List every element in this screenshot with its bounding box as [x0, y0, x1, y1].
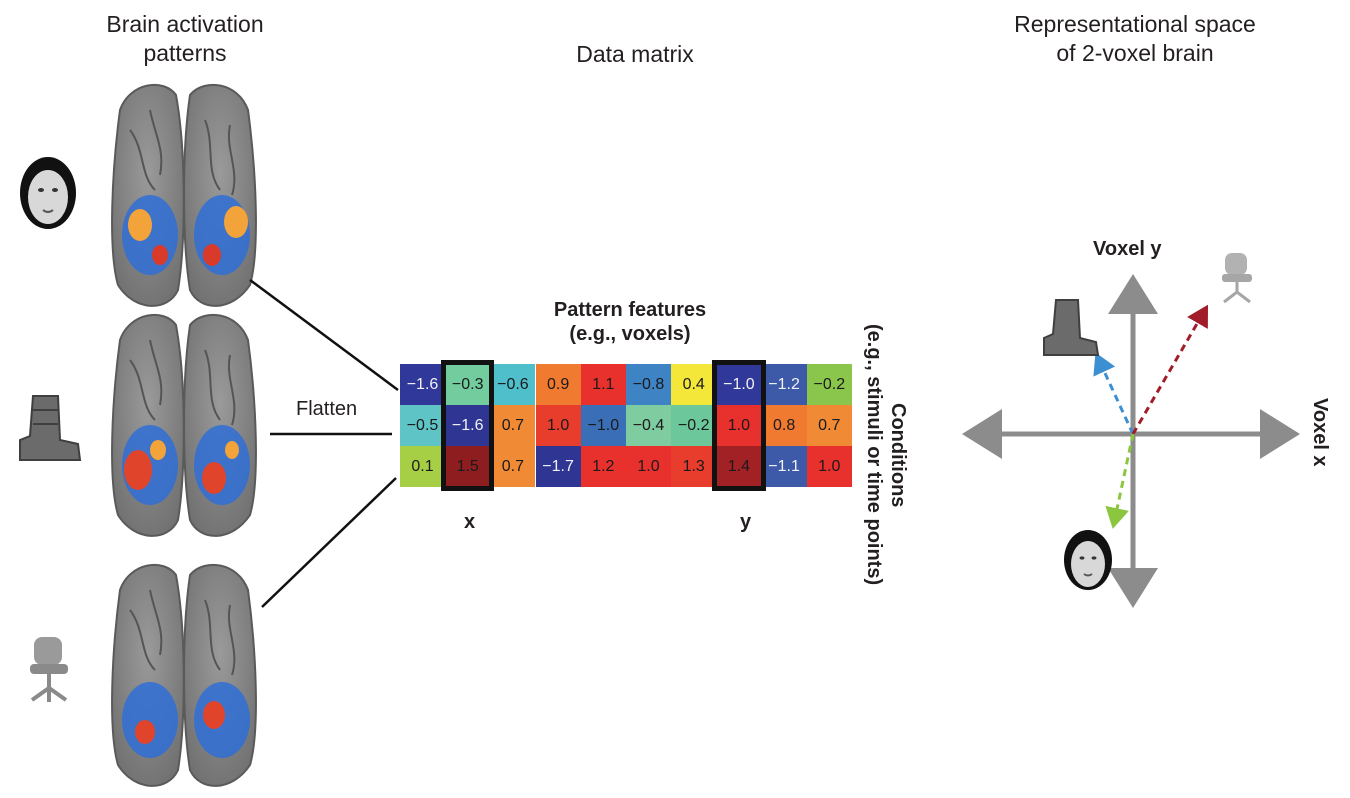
matrix-cell: 0.8 — [761, 405, 807, 446]
matrix-cell: −1.0 — [580, 405, 626, 446]
flatten-label: Flatten — [296, 398, 358, 420]
data-matrix-title: Data matrix — [576, 41, 694, 67]
brain-pattern-chair — [111, 563, 257, 787]
matrix-cell: 1.0 — [806, 446, 852, 487]
brain-activation-title: Brain activation patterns — [106, 11, 264, 66]
matrix-cell: 0.9 — [535, 364, 581, 405]
matrix-cell: 1.0 — [535, 405, 581, 446]
matrix-cell: 1.2 — [580, 446, 626, 487]
matrix-cell: 0.1 — [400, 446, 445, 487]
face-icon — [20, 157, 76, 229]
matrix-cell: −1.2 — [761, 364, 807, 405]
data-matrix: −1.6 −0.3 −0.6 0.9 1.1 −0.8 0.4 −1.0 −1.2 −0.2 −0.… — [400, 360, 852, 491]
matrix-cell: −1.6 — [445, 405, 491, 446]
brain-pattern-boot — [111, 313, 257, 537]
flatten-line-top — [249, 278, 399, 392]
matrix-cell: −1.7 — [535, 446, 581, 487]
voxel-y-label: Voxel y — [1093, 238, 1162, 260]
matrix-cell: −0.6 — [490, 364, 536, 405]
pattern-features-label: Pattern features (e.g., voxels) — [553, 299, 707, 345]
boot-icon — [19, 395, 82, 461]
matrix-cell: 1.0 — [716, 405, 762, 446]
representational-space-title: Representational space of 2-voxel brain — [1014, 11, 1256, 66]
chair-icon — [1222, 253, 1252, 304]
chair-vector — [1131, 304, 1209, 435]
conditions-label: Conditions (e.g., stimuli or time points… — [863, 324, 909, 586]
matrix-cell: −0.8 — [626, 364, 671, 405]
matrix-cell: −0.3 — [445, 364, 491, 405]
column-y-label: y — [740, 511, 752, 533]
matrix-cell: −1.1 — [761, 446, 807, 487]
matrix-cell: −0.4 — [626, 405, 671, 446]
matrix-cell: 0.7 — [490, 405, 536, 446]
boot-icon — [1043, 299, 1100, 356]
chair-icon — [30, 637, 68, 702]
column-highlight-box — [441, 360, 495, 491]
matrix-cell: 1.4 — [716, 446, 762, 487]
matrix-cell: −0.2 — [806, 364, 852, 405]
boot-vector — [1093, 352, 1135, 435]
matrix-cell: 1.3 — [671, 446, 717, 487]
brain-pattern-face — [111, 83, 257, 307]
column-x-label: x — [464, 511, 476, 533]
matrix-cell: −1.6 — [400, 364, 445, 405]
face-vector — [1105, 433, 1135, 529]
matrix-cell: 0.4 — [671, 364, 717, 405]
matrix-cell: 1.5 — [445, 446, 491, 487]
matrix-cell: 0.7 — [490, 446, 536, 487]
matrix-cell: −0.5 — [400, 405, 445, 446]
matrix-cell: 1.1 — [580, 364, 626, 405]
matrix-cell: −0.2 — [671, 405, 717, 446]
face-icon — [1064, 530, 1112, 590]
voxel-x-label: Voxel x — [1309, 398, 1331, 467]
flatten-line-bottom — [261, 477, 397, 608]
column-highlight-box — [712, 360, 766, 491]
matrix-cell: 1.0 — [626, 446, 671, 487]
matrix-cell: −1.0 — [716, 364, 762, 405]
matrix-cell: 0.7 — [806, 405, 852, 446]
